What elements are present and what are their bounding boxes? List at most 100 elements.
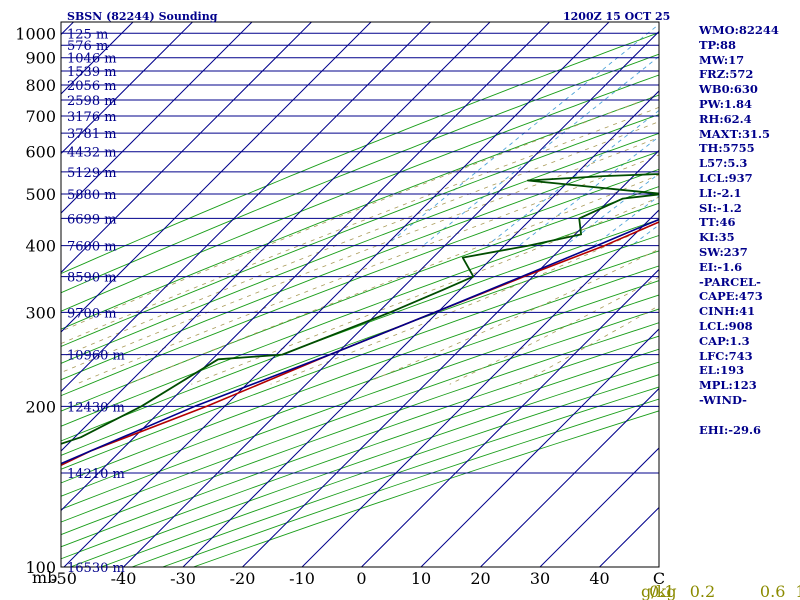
dry-adiabat: [61, 250, 659, 470]
isotherm: [61, 22, 312, 274]
temperature-tick-label: 30: [530, 569, 550, 588]
index-row: LCL:937: [699, 170, 753, 185]
dry-adiabat: [70, 361, 659, 567]
height-label: 2598 m: [67, 94, 117, 109]
dry-adiabat: [61, 202, 659, 427]
index-row: LI:-2.1: [699, 185, 742, 200]
temperature-tick-label: 40: [589, 569, 609, 588]
mixing-ratio-unit: g/kg: [641, 582, 677, 600]
height-label: 8590 m: [67, 271, 117, 286]
index-row: FRZ:572: [699, 67, 754, 82]
index-row: PW:1.84: [699, 96, 753, 111]
isotherms: [61, 22, 659, 567]
isotherm: [182, 90, 659, 567]
dry-adiabat: [61, 348, 659, 560]
dewpoint-line: [61, 173, 659, 445]
isobars: [61, 21, 659, 568]
temperature-line: [61, 221, 659, 467]
index-row: SW:237: [699, 244, 748, 259]
temperature-tick-label: -50: [51, 569, 77, 588]
moist-adiabat: [127, 174, 659, 385]
pressure-tick-label: 600: [25, 143, 56, 162]
height-label: 4432 m: [67, 146, 117, 161]
isotherm: [301, 209, 659, 567]
height-label: 576 m: [67, 39, 108, 54]
index-row: KI:35: [699, 230, 735, 245]
height-label: 10960 m: [67, 349, 125, 364]
dry-adiabat: [61, 234, 659, 456]
temperature-tick-label: -40: [111, 569, 137, 588]
height-label: 1046 m: [67, 52, 117, 67]
pressure-tick-labels: 100 200 300 400 500 600 700 800 900 1000: [15, 24, 56, 577]
temperature-tick-label: -10: [289, 569, 315, 588]
dry-adiabat: [61, 335, 659, 548]
index-row: LCL:908: [699, 318, 753, 333]
moist-adiabat: [61, 106, 659, 344]
height-labels: 16530 m 14210 m 12430 m 10960 m 9700 m 8590 m…: [67, 27, 125, 576]
mixing-ratio-line: [385, 23, 659, 247]
temperature-axis-unit: C: [653, 569, 665, 588]
height-label: 5880 m: [67, 188, 117, 203]
dry-adiabat: [61, 308, 659, 523]
temperature-tick-label: -30: [170, 569, 196, 588]
mixing-ratio-label: 1.0: [795, 582, 800, 600]
mixing-ratio-label: 0.1: [649, 582, 674, 600]
height-label: 16530 m: [67, 561, 125, 576]
index-row: MAXT:31.5: [699, 126, 770, 141]
dry-adiabats: [61, 32, 659, 567]
pressure-tick-label: 400: [25, 237, 56, 256]
index-row: SI:-1.2: [699, 200, 742, 215]
dry-adiabat: [61, 114, 659, 347]
index-row: -WIND-: [699, 392, 747, 407]
mixing-ratio-lines: [385, 23, 659, 247]
index-row: TT:46: [699, 215, 736, 230]
isotherm: [361, 268, 659, 567]
isotherm: [539, 447, 659, 567]
temperature-tick-labels: -50 -40 -30 -20 -10 0 10 20 30 40 C: [51, 569, 665, 588]
moist-adiabat: [362, 248, 659, 385]
height-label: 6699 m: [67, 212, 117, 227]
dry-adiabat: [61, 186, 659, 412]
isotherm: [420, 328, 659, 567]
height-label: 12430 m: [67, 400, 125, 415]
mixing-ratio-line: [518, 136, 659, 247]
index-row: RH:62.4: [699, 111, 752, 126]
dry-adiabat: [61, 53, 659, 294]
moist-adiabat: [61, 121, 659, 358]
pressure-tick-label: 800: [25, 76, 56, 95]
height-label: 3781 m: [67, 127, 117, 142]
isotherm: [61, 22, 253, 214]
isotherm: [242, 149, 659, 567]
dry-adiabat: [61, 94, 659, 330]
mixing-ratio-line: [422, 55, 659, 247]
height-label: 2056 m: [67, 79, 117, 94]
dry-adiabat: [61, 168, 659, 397]
isotherm: [61, 22, 550, 512]
mixing-ratio-label: 0.6: [760, 582, 785, 600]
dry-adiabat: [61, 322, 659, 536]
temperature-tick-label: 0: [356, 569, 366, 588]
isotherm: [61, 22, 431, 393]
pressure-tick-label: 300: [25, 303, 56, 322]
mixing-ratio-line: [486, 109, 659, 247]
index-row: -PARCEL-: [699, 274, 761, 289]
index-row: MW:17: [699, 52, 745, 67]
chart-title: SBSN (82244) Sounding: [67, 10, 218, 23]
pressure-tick-label: 1000: [15, 24, 56, 43]
index-row: EI:-1.6: [699, 259, 743, 274]
temperature-tick-label: -20: [230, 569, 256, 588]
moist-adiabats: [61, 93, 659, 385]
indices-panel: WMO:82244 TP:88 MW:17 FRZ:572 WB0:630 PW:1.84…: [699, 23, 799, 437]
pressure-tick-label: 100: [25, 558, 56, 577]
index-row: TH:5755: [699, 141, 755, 156]
height-label: 5129 m: [67, 166, 117, 181]
height-label: 14210 m: [67, 467, 125, 482]
isotherm: [61, 22, 372, 333]
isotherm: [61, 22, 193, 155]
isotherm: [63, 22, 610, 567]
dry-adiabat: [61, 219, 659, 442]
y-axis-unit: mb: [32, 568, 57, 587]
pressure-tick-label: 500: [25, 185, 56, 204]
pressure-tick-label: 700: [25, 107, 56, 126]
